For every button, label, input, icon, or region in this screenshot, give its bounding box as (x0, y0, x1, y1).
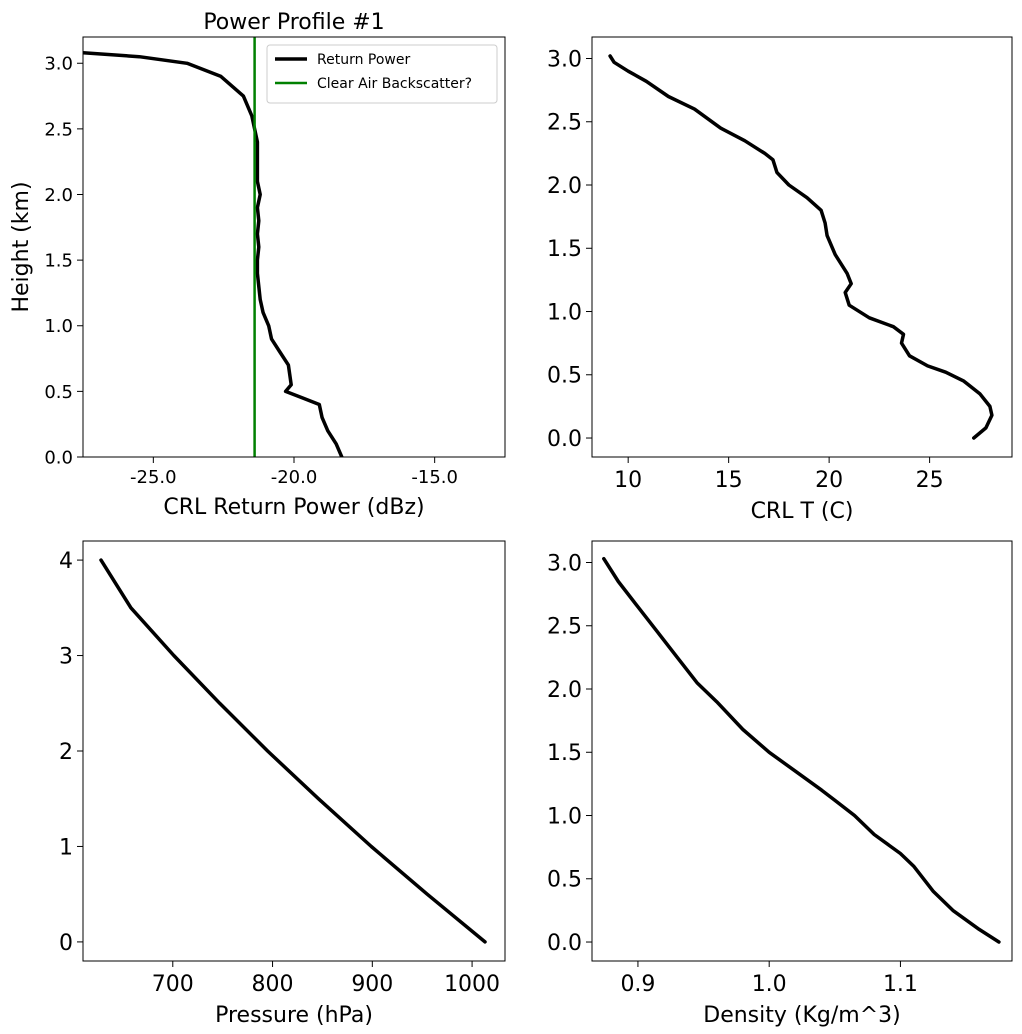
x-tick-label: 10 (614, 468, 642, 493)
y-axis-label: Height (km) (9, 181, 34, 312)
y-tick-label: 3.0 (547, 47, 582, 72)
y-tick-label: 2.0 (547, 678, 582, 703)
x-tick-label: 900 (351, 972, 393, 997)
x-tick-label: 20 (815, 468, 843, 493)
legend-entry: Clear Air Backscatter? (317, 76, 472, 92)
axes-frame (591, 36, 1013, 458)
x-axis-label: Pressure (hPa) (215, 1003, 373, 1028)
x-tick-label: -15.0 (411, 467, 458, 488)
x-tick-label: 25 (916, 468, 944, 493)
y-tick-label: 2.0 (44, 185, 73, 206)
legend-box (266, 44, 498, 104)
axes-frame (591, 540, 1013, 962)
series-line-1 (602, 556, 1001, 944)
y-tick-label: 1.5 (44, 251, 73, 272)
y-tick-label: 2.5 (547, 111, 582, 136)
chart-panel-1: -25.0 -20.0 -15.0 0.0 0.5 1.0 1.5 2.0 2.5 3.0 CRL … (9, 10, 506, 520)
y-tick-label: 1 (59, 835, 73, 860)
chart-title: Power Profile #1 (203, 10, 384, 35)
y-tick-label: 2.5 (547, 615, 582, 640)
chart-panel-2: 10 15 20 25 0.0 0.5 1.0 1.5 2.0 2.5 3.0 CRL T (C) (547, 36, 1013, 524)
y-tick-label: 3.0 (547, 551, 582, 576)
y-tick-label: 0 (59, 931, 73, 956)
x-tick-label: 15 (715, 468, 743, 493)
y-tick-label: 1.0 (44, 316, 73, 337)
chart-panel-3: 700 800 900 1000 0 1 2 3 4 Pressure (hPa) (59, 540, 506, 1028)
chart-panel-4: 0.9 1.0 1.1 0.0 0.5 1.0 1.5 2.0 2.5 3.0 Density (K… (547, 540, 1013, 1028)
x-axis-label: Density (Kg/m^3) (703, 1003, 900, 1028)
x-axis-label: CRL T (C) (751, 499, 854, 524)
y-tick-label: 2 (59, 740, 73, 765)
y-tick-label: 0.0 (44, 447, 73, 468)
y-tick-label: 2.0 (547, 174, 582, 199)
legend-entry: Return Power (317, 52, 410, 68)
x-axis-label: CRL Return Power (dBz) (163, 495, 424, 520)
y-tick-label: 1.5 (547, 237, 582, 262)
y-tick-label: 2.5 (44, 119, 73, 140)
y-tick-label: 1.0 (547, 804, 582, 829)
series-line-1 (99, 558, 487, 944)
y-tick-label: 0.5 (547, 868, 582, 893)
x-tick-label: 1000 (444, 972, 500, 997)
y-tick-label: 0.0 (547, 427, 582, 452)
axes-frame (82, 540, 506, 962)
series-line-1 (83, 51, 344, 457)
y-tick-label: 1.0 (547, 300, 582, 325)
y-tick-label: 1.5 (547, 741, 582, 766)
y-tick-label: 0.5 (547, 364, 582, 389)
y-tick-label: 0.0 (547, 931, 582, 956)
y-tick-label: 4 (59, 549, 73, 574)
x-tick-label: 1.1 (883, 972, 918, 997)
series-line-1 (608, 54, 994, 440)
y-tick-label: 3 (59, 644, 73, 669)
x-tick-label: 1.0 (752, 972, 787, 997)
legend: Return Power Clear Air Backscatter? (266, 44, 498, 104)
x-tick-label: 700 (152, 972, 194, 997)
x-tick-label: 800 (252, 972, 294, 997)
y-tick-label: 0.5 (44, 382, 73, 403)
x-tick-label: -25.0 (130, 467, 177, 488)
y-tick-label: 3.0 (44, 54, 73, 75)
x-tick-label: 0.9 (620, 972, 655, 997)
x-tick-label: -20.0 (271, 467, 318, 488)
